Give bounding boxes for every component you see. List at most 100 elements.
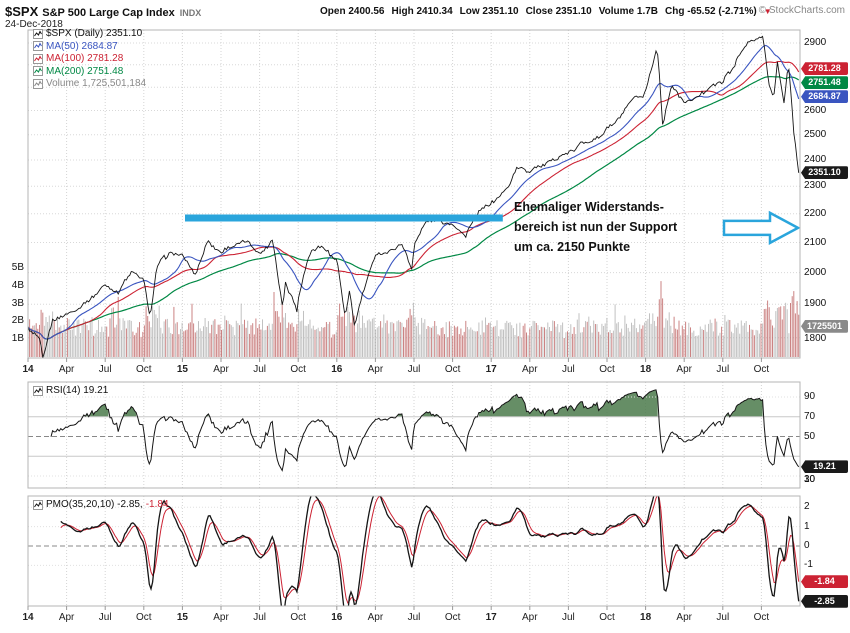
chart-date: 24-Dec-2018 bbox=[5, 19, 63, 30]
price-axis-tick: 2200 bbox=[804, 207, 827, 219]
x-axis-tick: Apr bbox=[367, 364, 384, 375]
chart-title: $SPX S&P 500 Large Cap Index INDX bbox=[5, 3, 201, 21]
rsi-axis-badge: 19.21 bbox=[801, 460, 848, 474]
legend-series-icon bbox=[33, 499, 43, 510]
legend-label: MA(100) 2781.28 bbox=[46, 53, 124, 65]
annotation-line: bereich ist nun der Support bbox=[514, 220, 678, 234]
x-axis-tick: Jul bbox=[253, 612, 266, 623]
legend-series-icon bbox=[33, 28, 43, 39]
x-axis-tick: Apr bbox=[367, 612, 384, 623]
rsi-axis-tick: 30 bbox=[804, 473, 816, 485]
support-annotation: Ehemaliger Widerstands- bereich ist nun … bbox=[514, 197, 677, 257]
support-line bbox=[185, 214, 503, 222]
rsi-axis-tick: 50 bbox=[804, 430, 816, 442]
x-axis-tick: Oct bbox=[444, 364, 461, 375]
x-axis-tick: Oct bbox=[136, 612, 152, 623]
index-name: S&P 500 Large Cap Index bbox=[42, 7, 175, 19]
x-axis-tick: Oct bbox=[444, 612, 461, 623]
pmo-axis-tick: -1 bbox=[804, 559, 813, 571]
quote-close: Close 2351.10 bbox=[525, 6, 592, 17]
x-axis-tick-year: 18 bbox=[640, 364, 652, 375]
quote-open: Open 2400.56 bbox=[320, 6, 385, 17]
pmo-axis-tick: 2 bbox=[804, 501, 810, 513]
legend-label: MA(50) 2684.87 bbox=[46, 40, 118, 52]
pmo-axis-badge: -1.84 bbox=[801, 575, 848, 589]
quote-strip: Open 2400.56 High 2410.34 Low 2351.10 Close… bbox=[320, 6, 772, 17]
x-axis-tick: Apr bbox=[58, 364, 75, 375]
x-axis-tick: Apr bbox=[676, 612, 692, 623]
x-axis-tick: Oct bbox=[753, 364, 770, 375]
annotation-line: um ca. 2150 Punkte bbox=[514, 240, 631, 254]
price-axis-tick: 2400 bbox=[804, 154, 827, 165]
legend-item[interactable]: Volume 1,725,501,184 bbox=[33, 78, 146, 89]
price-axis-tick: 2300 bbox=[804, 180, 827, 192]
x-axis-tick-year: 14 bbox=[22, 612, 34, 623]
x-axis-tick: Oct bbox=[599, 612, 615, 623]
x-axis-tick: Jul bbox=[716, 364, 730, 375]
legend-item[interactable]: MA(50) 2684.87 bbox=[33, 41, 118, 52]
x-axis-tick: Apr bbox=[213, 364, 229, 375]
legend-series-icon bbox=[33, 53, 43, 64]
pmo-axis-badge: -2.85 bbox=[801, 594, 848, 608]
rsi-legend[interactable]: RSI(14) 19.21 bbox=[33, 385, 108, 396]
x-axis-tick-year: 15 bbox=[176, 364, 188, 375]
change-down-icon: ▼ bbox=[763, 7, 772, 16]
x-axis-tick: Apr bbox=[58, 612, 75, 623]
x-axis-tick: Jul bbox=[253, 364, 266, 375]
quote-low: Low 2351.10 bbox=[459, 6, 519, 17]
x-axis-tick: Jul bbox=[98, 364, 112, 375]
volume-bars bbox=[29, 281, 800, 357]
rsi-line bbox=[50, 389, 800, 472]
x-axis-tick: Apr bbox=[522, 364, 538, 375]
legend-label: Volume 1,725,501,184 bbox=[46, 78, 147, 90]
volume-axis-tick: 1B bbox=[11, 333, 24, 345]
price-axis-tick: 2500 bbox=[804, 128, 827, 140]
x-axis-tick: Oct bbox=[753, 612, 770, 623]
x-axis-tick: Apr bbox=[676, 364, 692, 375]
legend-series-icon bbox=[33, 78, 43, 89]
volume-axis-tick: 3B bbox=[11, 297, 24, 309]
pmo-axis-tick: 0 bbox=[804, 540, 810, 551]
legend-item[interactable]: MA(100) 2781.28 bbox=[33, 53, 123, 64]
rsi-overbought-fill bbox=[726, 398, 763, 417]
pmo-legend-label: PMO(35,20,10) -2.85, bbox=[46, 499, 143, 510]
x-axis-tick: Jul bbox=[561, 612, 575, 623]
x-axis-tick: Oct bbox=[136, 364, 152, 375]
x-axis-tick-year: 14 bbox=[22, 364, 34, 375]
quote-high: High 2410.34 bbox=[391, 6, 453, 17]
legend-item[interactable]: $SPX (Daily) 2351.10 bbox=[33, 28, 142, 39]
x-axis-tick: Oct bbox=[290, 364, 306, 375]
x-axis-tick: Oct bbox=[599, 364, 615, 375]
x-axis-tick: Jul bbox=[407, 612, 421, 623]
pmo-legend[interactable]: PMO(35,20,10) -2.85, -1.84 bbox=[33, 499, 169, 510]
rsi-axis-tick: 90 bbox=[804, 391, 816, 402]
support-arrow-icon bbox=[722, 210, 801, 245]
ticker-symbol: $SPX bbox=[5, 4, 39, 19]
legend-series-icon bbox=[33, 385, 43, 396]
rsi-overbought-fill bbox=[83, 404, 109, 417]
x-axis-tick: Oct bbox=[290, 612, 306, 623]
pmo-axis-tick: 1 bbox=[804, 520, 810, 532]
x-axis-tick: Jul bbox=[407, 364, 421, 375]
pmo-signal-line bbox=[60, 496, 800, 604]
legend-item[interactable]: MA(200) 2751.48 bbox=[33, 66, 123, 77]
pmo-line bbox=[60, 496, 800, 606]
price-axis-tick: 2000 bbox=[804, 266, 827, 278]
x-axis-tick: Jul bbox=[561, 364, 575, 375]
exchange-label: INDX bbox=[179, 8, 202, 18]
rsi-overbought-fill bbox=[123, 406, 137, 417]
price-axis-tick: 1900 bbox=[804, 298, 827, 310]
price-axis-tick: 2900 bbox=[804, 37, 827, 48]
x-axis-tick: Jul bbox=[98, 612, 112, 623]
x-axis-tick-year: 18 bbox=[640, 612, 652, 623]
quote-volume: Volume 1.7B bbox=[598, 6, 659, 17]
price-axis-badge: 1725501 bbox=[801, 319, 848, 333]
price-axis-badge: 2781.28 bbox=[801, 62, 848, 76]
price-axis-tick: 2100 bbox=[804, 236, 827, 248]
price-line bbox=[28, 35, 800, 358]
panel-border bbox=[27, 381, 801, 489]
legend-series-icon bbox=[33, 66, 43, 77]
volume-axis-tick: 2B bbox=[11, 315, 24, 327]
